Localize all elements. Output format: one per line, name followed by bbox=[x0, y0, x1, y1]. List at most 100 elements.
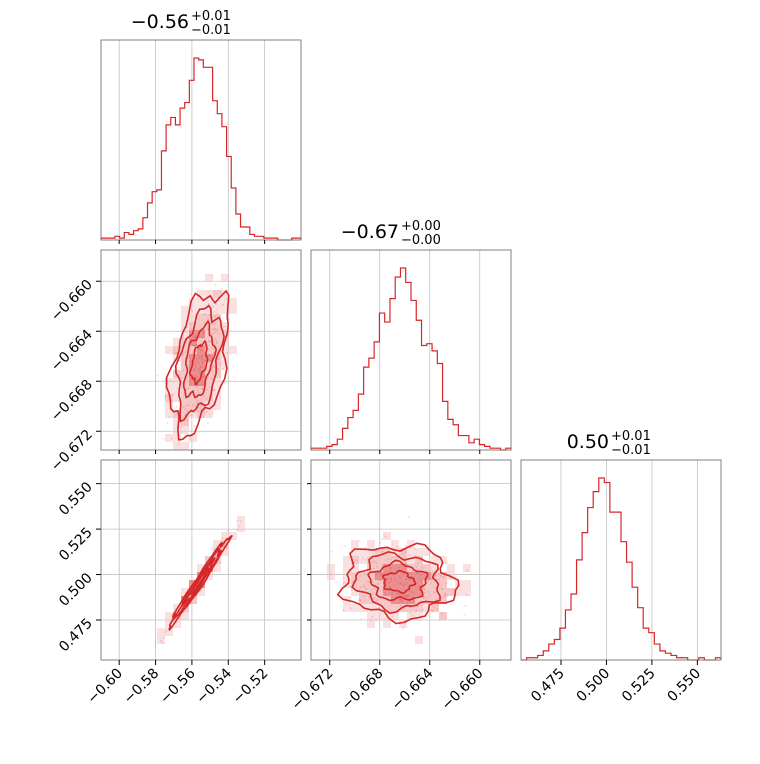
pair-panel-0-1-sample-point bbox=[194, 363, 197, 366]
pair-panel-1-2-density-cell bbox=[463, 588, 471, 596]
pair-panel-0-1-sample-point bbox=[224, 325, 227, 328]
pair-panel-0-1-density-cell bbox=[213, 346, 221, 354]
pair-panel-0-1-sample-point bbox=[204, 313, 207, 315]
pair-panel-1-2-sample-point bbox=[360, 618, 362, 620]
pair-panel-0-1-density-cell bbox=[205, 298, 213, 306]
pair-panel-0-1-sample-point bbox=[200, 327, 202, 330]
pair-panel-0-2-contour-0 bbox=[190, 567, 210, 596]
pair-panel-1-2-sample-point bbox=[411, 580, 414, 582]
pair-panel-0-1-sample-point bbox=[196, 410, 199, 413]
pair-panel-1-2-sample-point bbox=[410, 591, 413, 594]
pair-panel-0-1-sample-point bbox=[211, 332, 214, 335]
pair-panel-0-2-density-cell bbox=[205, 572, 213, 580]
pair-panel-1-2-sample-point bbox=[398, 575, 401, 578]
pair-panel-1-2-sample-point bbox=[397, 581, 399, 584]
pair-panel-1-2-sample-point bbox=[349, 607, 352, 610]
pair-panel-0-1-sample-point bbox=[201, 331, 204, 333]
pair-panel-1-2-sample-point bbox=[404, 551, 407, 553]
pair-panel-0-1-sample-point bbox=[201, 383, 204, 386]
pair-panel-1-2-sample-point bbox=[444, 592, 446, 595]
pair-panel-1-2-sample-point bbox=[441, 576, 444, 579]
pair-panel-1-2-sample-point bbox=[441, 588, 444, 590]
pair-panel-1-2-sample-point bbox=[389, 568, 392, 571]
pair-panel-1-2-density-cell bbox=[399, 596, 407, 604]
pair-panel-0-1-sample-point bbox=[200, 379, 203, 382]
pair-panel-1-2-sample-point bbox=[416, 582, 418, 584]
pair-panel-0-1-sample-point bbox=[199, 348, 202, 351]
pair-panel-0-1-density-cell bbox=[197, 346, 205, 354]
pair-panel-0-1-sample-point bbox=[214, 337, 217, 340]
pair-panel-1-2-density-cell bbox=[391, 564, 399, 572]
pair-panel-1-2-sample-point bbox=[386, 577, 389, 580]
pair-panel-1-2-sample-point bbox=[363, 595, 366, 597]
pair-panel-1-2-sample-point bbox=[375, 573, 377, 576]
pair-panel-0-2-density-cell bbox=[213, 564, 221, 572]
pair-panel-1-2-sample-point bbox=[374, 587, 377, 590]
pair-panel-1-2-contour-3 bbox=[336, 542, 460, 625]
pair-panel-1-2-sample-point bbox=[423, 588, 426, 591]
pair-panel-1-2-density-cell bbox=[415, 564, 423, 572]
pair-panel-1-2-sample-point bbox=[438, 578, 440, 581]
pair-panel-0-1-sample-point bbox=[191, 310, 194, 312]
pair-panel-0-1-sample-point bbox=[191, 353, 194, 356]
pair-panel-0-2-density-cell bbox=[237, 524, 245, 532]
pair-panel-0-1-sample-point bbox=[204, 347, 207, 350]
pair-panel-0-1-sample-point bbox=[194, 335, 197, 338]
pair-panel-0-1-sample-point bbox=[177, 443, 180, 446]
pair-panel-0-1-density-cell bbox=[213, 386, 221, 394]
pair-panel-1-2-density-cell bbox=[415, 612, 423, 620]
pair-panel-1-2-density-cell bbox=[391, 596, 399, 604]
pair-panel-1-2-sample-point bbox=[399, 576, 402, 579]
pair-panel-1-2-sample-point bbox=[399, 593, 401, 596]
pair-panel-1-2-sample-point bbox=[408, 579, 410, 582]
pair-panel-0-1-sample-point bbox=[195, 373, 197, 376]
pair-panel-1-2-density-cell bbox=[431, 580, 439, 588]
pair-panel-0-1-sample-point bbox=[185, 404, 188, 407]
pair-panel-0-1-sample-point bbox=[212, 328, 215, 330]
pair-panel-1-2-sample-point bbox=[363, 573, 366, 576]
pair-panel-0-1-sample-point bbox=[173, 393, 176, 396]
hist-2-title: 0.50 +0.01−0.01 bbox=[567, 429, 651, 458]
pair-panel-0-1-sample-point bbox=[197, 354, 200, 357]
pair-panel-0-1-density-cell bbox=[221, 322, 229, 330]
pair-panel-0-1-density-cell bbox=[197, 322, 205, 330]
pair-panel-0-1-density-cell bbox=[189, 338, 197, 346]
pair-panel-1-2-sample-point bbox=[446, 595, 449, 597]
pair-panel-0-1-sample-point bbox=[190, 496, 192, 498]
pair-panel-0-1-density-cell bbox=[205, 378, 213, 386]
pair-panel-1-2-sample-point bbox=[402, 584, 405, 587]
pair-panel-1-2-sample-point bbox=[379, 598, 382, 600]
pair-panel-1-2-density-cell bbox=[383, 564, 391, 572]
pair-panel-1-2-sample-point bbox=[407, 587, 409, 590]
pair-panel-0-1-contour-2 bbox=[174, 304, 225, 423]
pair-panel-0-1-sample-point bbox=[228, 317, 230, 320]
pair-panel-0-1-density-cell bbox=[213, 290, 221, 298]
pair-panel-0-1-contour-1 bbox=[182, 319, 218, 399]
pair-panel-1-2-sample-point bbox=[423, 588, 426, 590]
pair-panel-0-1-density-cell bbox=[173, 442, 181, 450]
pair-panel-0-1-sample-point bbox=[201, 362, 204, 364]
pair-panel-1-2-density-cell bbox=[375, 556, 383, 564]
pair-panel-0-1-density-cell bbox=[205, 402, 213, 410]
pair-panel-1-2-sample-point bbox=[356, 578, 359, 581]
pair-panel-0-1-sample-point bbox=[196, 359, 199, 362]
pair-panel-1-2-sample-point bbox=[387, 558, 389, 561]
pair-panel-0-2-density-cell bbox=[181, 588, 189, 596]
pair-panel-0-1-density-cell bbox=[165, 386, 173, 394]
pair-panel-1-2-sample-point bbox=[445, 582, 448, 584]
pair-panel-0-1-sample-point bbox=[191, 344, 194, 346]
pair-panel-0-1-density-cell bbox=[197, 330, 205, 338]
hist-panel-2-frame bbox=[520, 459, 722, 661]
pair-panel-0-2-sample-point bbox=[191, 602, 194, 605]
pair-panel-0-1-sample-point bbox=[209, 359, 212, 361]
pair-panel-0-1-density-cell bbox=[173, 410, 181, 418]
pair-panel-1-2-density-cell bbox=[415, 604, 423, 612]
pair-panel-1-2-density-cell bbox=[367, 596, 375, 604]
pair-panel-0-1-sample-point bbox=[170, 394, 172, 396]
pair-panel-1-2-sample-point bbox=[444, 593, 447, 596]
pair-panel-1-2-density-cell bbox=[415, 548, 423, 556]
pair-panel-0-1-sample-point bbox=[191, 403, 194, 406]
pair-panel-0-1-density-cell bbox=[197, 386, 205, 394]
pair-panel-0-1-sample-point bbox=[165, 477, 167, 479]
pair-panel-0-1-sample-point bbox=[200, 357, 203, 360]
